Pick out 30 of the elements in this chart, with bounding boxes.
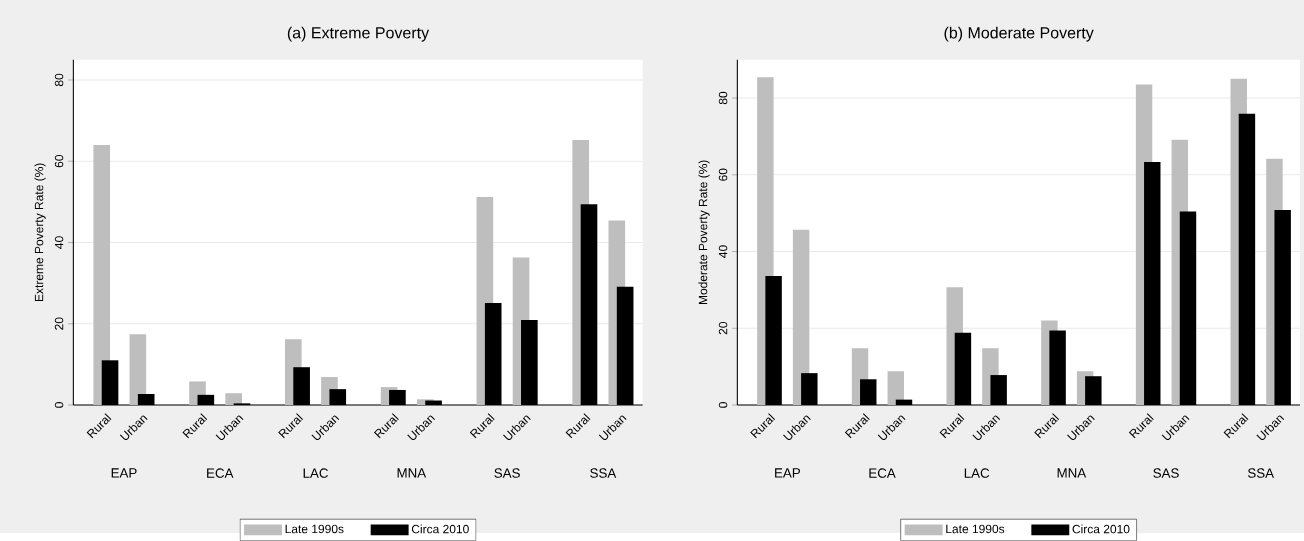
text: LAC — [303, 468, 328, 478]
text: EAP — [775, 468, 800, 478]
y-tick-label: 80 — [718, 91, 728, 105]
text: MNA — [1057, 468, 1087, 478]
y-tick-label: 60 — [718, 168, 728, 181]
y-tick-label: 20 — [718, 322, 728, 335]
y-tick-label: 0 — [718, 402, 728, 408]
text: EAP — [111, 468, 137, 478]
chart-title: (b) Moderate Poverty — [944, 26, 1094, 42]
y-tick-label: 40 — [54, 236, 64, 249]
text: SAS — [1153, 468, 1179, 478]
text: ECA — [207, 468, 234, 478]
text: ECA — [869, 468, 896, 478]
text: SSA — [590, 468, 617, 478]
legend-label: Late 1990s — [285, 524, 344, 534]
y-tick-label: 80 — [54, 73, 64, 87]
legend-label: Late 1990s — [946, 524, 1005, 534]
legend-label: Circa 2010 — [1072, 524, 1130, 534]
y-tick-label: 0 — [54, 402, 64, 408]
legend-label: Circa 2010 — [411, 524, 469, 534]
chart-title: (a) Extreme Poverty — [287, 26, 430, 42]
y-axis-title: Moderate Poverty Rate (%) — [698, 160, 710, 305]
y-axis-title: Extreme Poverty Rate (%) — [34, 163, 46, 302]
text: LAC — [964, 468, 990, 478]
text: SSA — [1247, 468, 1275, 478]
text: SAS — [494, 468, 520, 478]
y-tick-label: 60 — [54, 155, 64, 168]
y-tick-label: 40 — [718, 245, 728, 258]
y-tick-label: 20 — [54, 317, 64, 330]
text: MNA — [397, 468, 427, 478]
